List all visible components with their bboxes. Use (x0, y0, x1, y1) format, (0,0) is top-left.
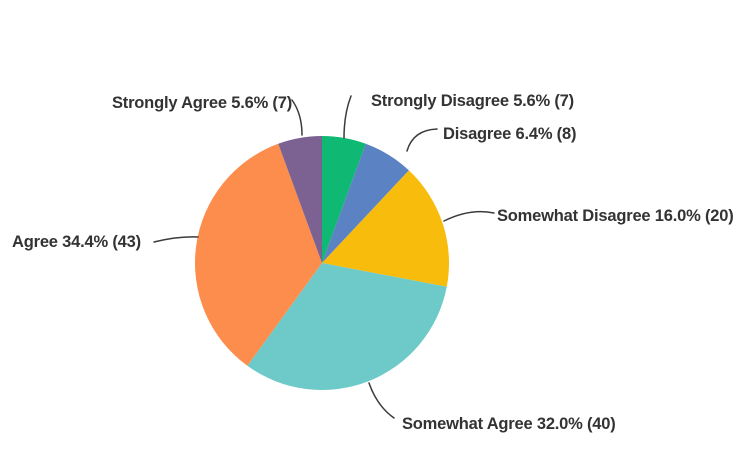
slice-label-strongly-agree: Strongly Agree 5.6% (7) (111, 94, 292, 112)
leader-line-agree (153, 236, 199, 243)
pie-slice-strongly-agree[interactable] (278, 136, 322, 263)
slice-label-disagree: Disagree 6.4% (8) (443, 125, 577, 143)
pie-slice-strongly-disagree[interactable] (322, 136, 366, 263)
leader-line-somewhat-agree (368, 382, 395, 419)
leader-line-disagree (406, 128, 438, 152)
leader-line-somewhat-disagree (443, 210, 495, 222)
slice-label-somewhat-agree: Somewhat Agree 32.0% (40) (402, 415, 616, 433)
leader-lines (153, 95, 495, 419)
slice-label-strongly-disagree: Strongly Disagree 5.6% (7) (371, 92, 574, 110)
slice-label-agree: Agree 34.4% (43) (12, 233, 141, 251)
pie-slice-disagree[interactable] (322, 143, 409, 263)
leader-line-strongly-agree (291, 99, 303, 136)
pie-slices (194, 136, 450, 391)
pie-slice-somewhat-disagree[interactable] (322, 170, 450, 287)
pie-slice-agree[interactable] (194, 143, 322, 366)
slice-label-somewhat-disagree: Somewhat Disagree 16.0% (20) (497, 207, 734, 225)
pie-slice-somewhat-agree[interactable] (247, 263, 447, 391)
leader-line-strongly-disagree (343, 95, 352, 139)
